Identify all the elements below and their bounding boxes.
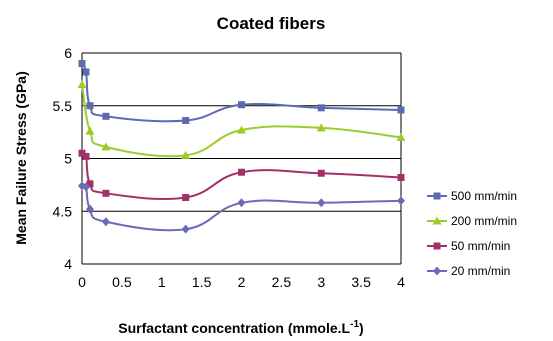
series-line [81,151,402,201]
x-tick-label: 3 [317,274,325,290]
data-point [82,152,90,160]
data-point [316,123,326,132]
grid [82,52,401,265]
data-point [396,132,406,141]
x-axis-title: Surfactant concentration (mmole.L-1) [118,319,363,336]
data-point [86,102,94,110]
data-point [81,182,90,192]
series-2 [78,149,405,202]
data-point [85,204,94,214]
data-point [102,112,110,120]
series-group [77,60,406,234]
data-point [317,104,325,112]
data-point [182,117,190,125]
x-tick-label: 0.5 [112,274,132,290]
x-tick-label: 0 [78,274,86,290]
series-0 [78,60,405,125]
y-tick-label: 6 [64,45,72,61]
series-line [81,62,402,123]
x-tick-labels: 0 0.5 1 1.5 2 2.5 3 3.5 4 [78,274,405,290]
chart-title: Coated fibers [217,14,326,33]
y-axis-title: Mean Failure Stress (GPa) [13,71,29,245]
legend: 500 mm/min 200 mm/min 50 mm/min 20 mm/min [427,189,517,278]
legend-item-3: 20 mm/min [427,264,510,278]
data-point [397,106,405,114]
data-point [82,68,90,76]
data-point [317,169,325,177]
y-tick-label: 4.5 [53,203,73,219]
y-tick-label: 5 [64,151,72,167]
x-axis-title-sup: -1 [350,319,359,330]
x-tick-label: 4 [397,274,405,290]
series-line [81,183,402,232]
data-point [397,196,405,206]
legend-label: 50 mm/min [451,239,510,253]
series-1 [77,80,406,159]
data-point [238,168,245,176]
data-point [237,125,246,134]
legend-label: 500 mm/min [451,189,517,203]
legend-item-1: 200 mm/min [427,214,517,228]
legend-label: 20 mm/min [451,264,510,278]
legend-label: 200 mm/min [451,214,517,228]
data-point [237,198,246,208]
data-point [77,80,87,89]
x-tick-label: 1 [158,274,166,290]
x-tick-label: 3.5 [351,274,371,290]
y-tick-labels: 4 4.5 5 5.5 6 [53,45,73,272]
legend-marker [433,266,441,276]
data-point [397,173,405,181]
data-point [317,198,326,208]
data-point [78,60,86,68]
y-tick-label: 4 [64,256,72,272]
legend-marker [433,242,441,250]
data-point [78,149,86,157]
x-tick-label: 2.5 [272,274,292,290]
legend-item-2: 50 mm/min [427,239,510,253]
data-point [86,180,94,188]
data-point [181,150,191,159]
x-axis-title-main: Surfactant concentration (mmole.L [118,320,350,336]
y-tick-label: 5.5 [53,98,73,114]
data-point [182,194,190,202]
data-point [101,142,111,151]
data-point [85,126,95,135]
data-point [238,101,245,109]
x-tick-label: 2 [238,274,246,290]
data-point [101,217,110,227]
x-tick-label: 1.5 [192,274,212,290]
data-point [181,224,190,234]
legend-marker [432,216,442,225]
legend-item-0: 500 mm/min [427,189,517,203]
data-point [102,189,110,197]
series-line [81,84,402,158]
x-axis-title-close: ) [359,320,364,336]
series-3 [78,181,405,234]
legend-marker [433,192,441,200]
